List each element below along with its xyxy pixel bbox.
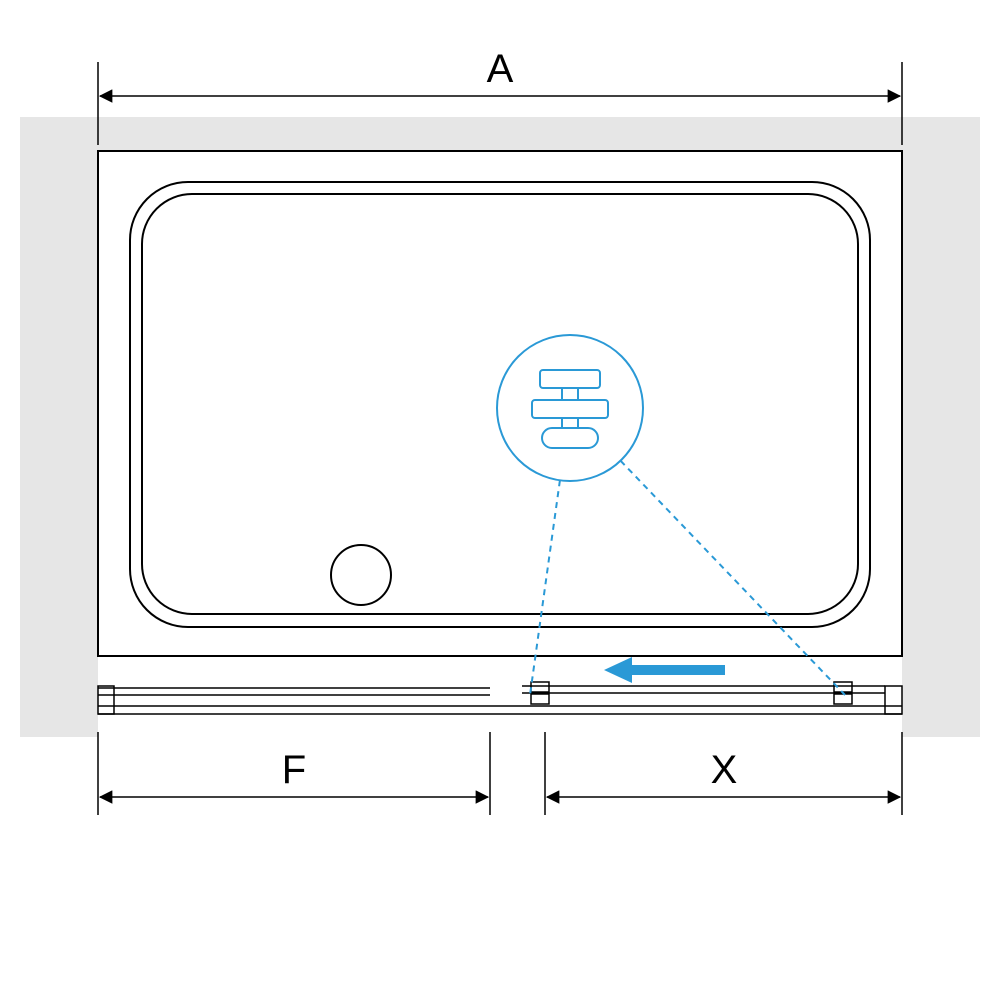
- detail-leader-0: [530, 480, 560, 695]
- dim-label-A: A: [487, 47, 514, 91]
- roller-detail-icon: [532, 370, 608, 448]
- rail-end-left: [98, 686, 114, 714]
- tray-outer: [98, 151, 902, 656]
- detail-circle: [497, 335, 643, 481]
- dim-label-F: F: [282, 748, 306, 792]
- drain: [331, 545, 391, 605]
- tray-inner: [142, 194, 858, 614]
- wall-right: [902, 117, 980, 737]
- wall-left: [20, 117, 98, 737]
- tray-mid: [130, 182, 870, 627]
- wall-top: [20, 117, 980, 151]
- detail-leader-1: [621, 461, 845, 695]
- dim-label-X: X: [711, 748, 738, 792]
- rail-end-right: [885, 686, 902, 714]
- technical-drawing: A F X: [0, 0, 1000, 1000]
